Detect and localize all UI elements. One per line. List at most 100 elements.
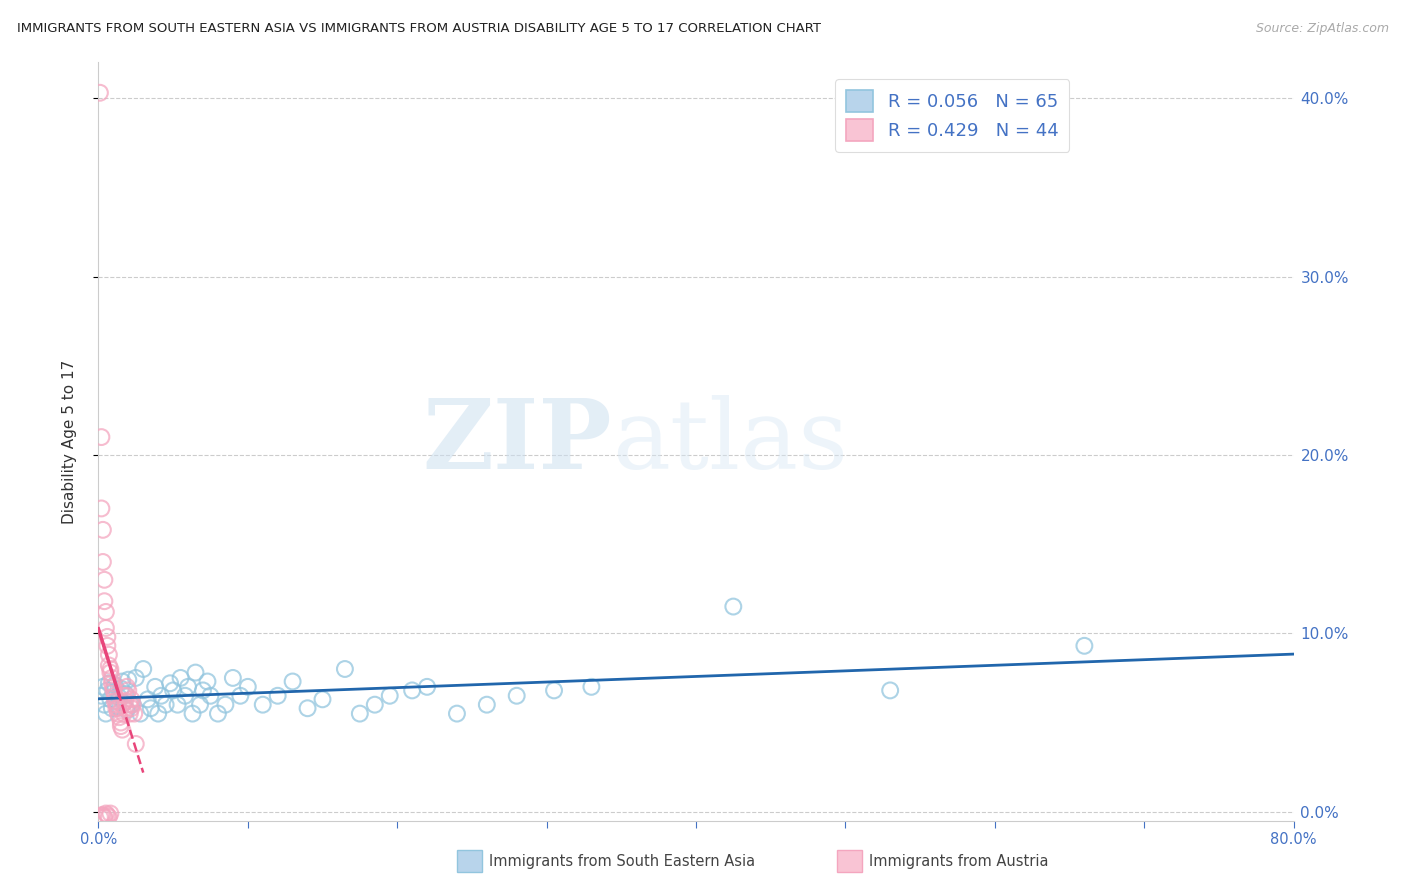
Point <box>90 808 112 822</box>
Text: ZIP: ZIP <box>423 394 613 489</box>
Point <box>93 698 115 712</box>
Point <box>349 706 371 721</box>
Point <box>117 673 139 687</box>
Text: atlas: atlas <box>613 394 848 489</box>
Point <box>90 430 112 444</box>
Point <box>879 683 901 698</box>
Point <box>159 676 181 690</box>
Point <box>125 671 148 685</box>
Point <box>97 658 120 673</box>
Point <box>120 692 142 706</box>
Point <box>112 696 135 710</box>
Point <box>103 685 125 699</box>
Point <box>252 698 274 712</box>
Point <box>107 706 129 721</box>
Point <box>401 683 423 698</box>
Point <box>111 723 134 737</box>
Point <box>94 621 117 635</box>
Point <box>150 689 173 703</box>
Point <box>96 630 118 644</box>
Point <box>181 706 204 721</box>
Point <box>191 683 214 698</box>
Point <box>97 676 120 690</box>
Point <box>93 810 115 824</box>
Point <box>118 706 141 721</box>
Point <box>136 692 159 706</box>
Point <box>446 706 468 721</box>
Point <box>103 680 125 694</box>
Point <box>378 689 401 703</box>
Point <box>104 694 127 708</box>
Point <box>97 810 120 824</box>
Point <box>207 706 229 721</box>
Point <box>155 698 177 712</box>
Point <box>114 687 136 701</box>
Point <box>333 662 356 676</box>
Point <box>506 689 529 703</box>
Point <box>94 806 117 821</box>
Point <box>94 605 117 619</box>
Point <box>105 698 128 712</box>
Point <box>90 501 112 516</box>
Point <box>121 698 143 712</box>
Point <box>110 715 132 730</box>
Point <box>114 694 136 708</box>
Point <box>281 674 304 689</box>
Point <box>311 692 333 706</box>
Point <box>222 671 245 685</box>
Point <box>174 689 197 703</box>
Point <box>108 710 131 724</box>
Point <box>416 680 439 694</box>
Text: IMMIGRANTS FROM SOUTH EASTERN ASIA VS IMMIGRANTS FROM AUSTRIA DISABILITY AGE 5 T: IMMIGRANTS FROM SOUTH EASTERN ASIA VS IM… <box>17 22 821 36</box>
Point <box>96 639 118 653</box>
Point <box>91 555 114 569</box>
Point <box>103 683 125 698</box>
Point <box>112 706 135 721</box>
Point <box>125 737 148 751</box>
Point <box>297 701 319 715</box>
Point <box>169 671 191 685</box>
Point <box>132 662 155 676</box>
Point <box>1073 639 1095 653</box>
Point <box>115 689 138 703</box>
Point <box>197 674 219 689</box>
Point <box>129 706 152 721</box>
Point <box>117 683 139 698</box>
Point <box>94 706 117 721</box>
Point <box>364 698 387 712</box>
Point <box>96 808 118 822</box>
Point <box>98 806 122 821</box>
Point <box>188 698 211 712</box>
Text: Immigrants from Austria: Immigrants from Austria <box>869 855 1049 869</box>
Point <box>236 680 259 694</box>
Legend: R = 0.056   N = 65, R = 0.429   N = 44: R = 0.056 N = 65, R = 0.429 N = 44 <box>835 79 1070 152</box>
Point <box>118 698 141 712</box>
Y-axis label: Disability Age 5 to 17: Disability Age 5 to 17 <box>62 359 77 524</box>
Point <box>93 573 115 587</box>
Point <box>184 665 207 680</box>
Point <box>111 674 134 689</box>
Point <box>120 701 142 715</box>
Text: Source: ZipAtlas.com: Source: ZipAtlas.com <box>1256 22 1389 36</box>
Point <box>108 690 131 705</box>
Point <box>267 689 290 703</box>
Point <box>112 689 135 703</box>
Point <box>177 680 200 694</box>
Point <box>96 683 118 698</box>
Point <box>101 701 124 715</box>
Point <box>166 698 188 712</box>
Text: Immigrants from South Eastern Asia: Immigrants from South Eastern Asia <box>489 855 755 869</box>
Point <box>107 701 129 715</box>
Point <box>115 703 138 717</box>
Point <box>93 594 115 608</box>
Point <box>101 671 124 685</box>
Point <box>139 701 162 715</box>
Point <box>91 680 114 694</box>
Point <box>97 648 120 662</box>
Point <box>148 706 170 721</box>
Point <box>107 699 129 714</box>
Point <box>101 676 124 690</box>
Point <box>115 680 138 694</box>
Point <box>143 680 166 694</box>
Point <box>90 689 112 703</box>
